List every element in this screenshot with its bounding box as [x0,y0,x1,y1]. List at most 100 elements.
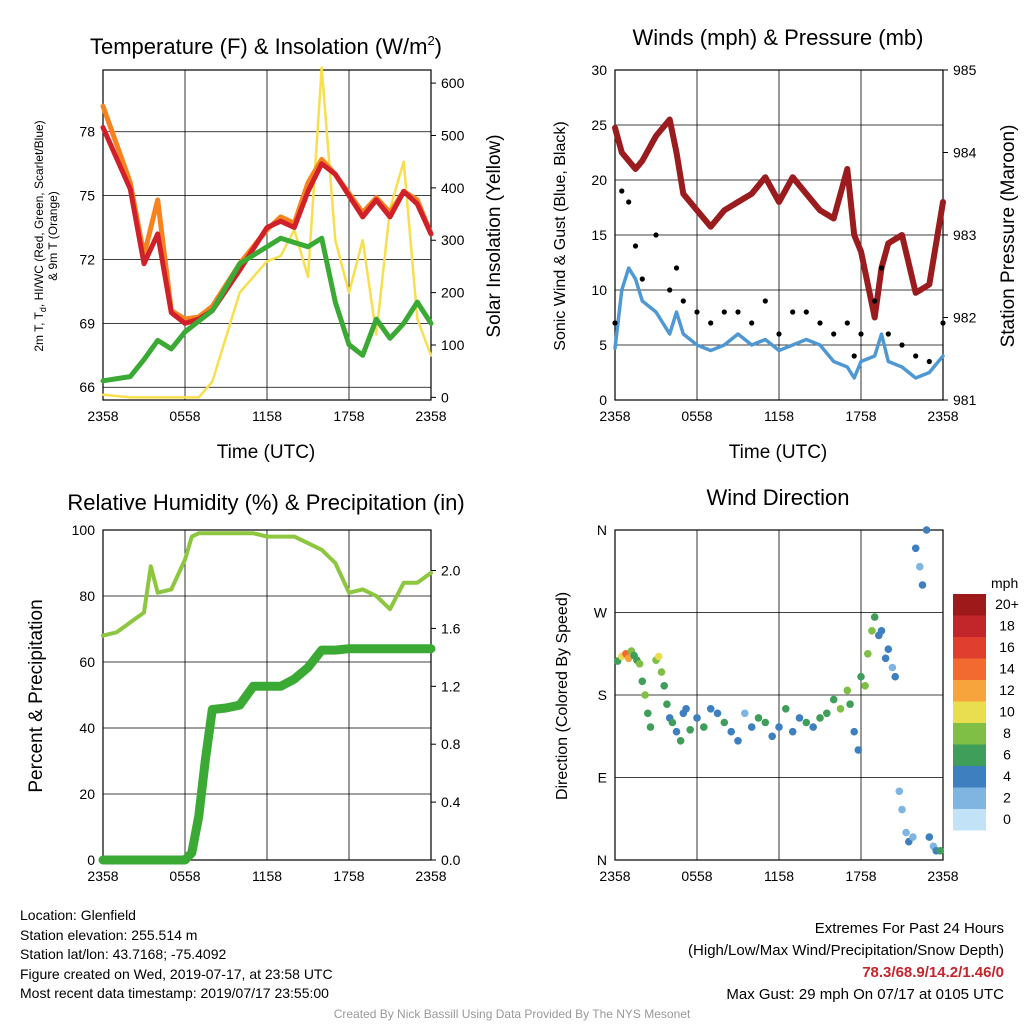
temp-x-tick-label: 2358 [415,408,446,424]
legend-label: 16 [999,639,1015,655]
winds-y2-tick-label: 982 [953,310,977,326]
temp-ylabel-line1: 2m T, Td, HI/WC (Red, Green, Scarlet/Blu… [32,120,48,351]
gust-point [844,320,850,326]
temp-x-tick-label: 0558 [169,408,200,424]
wdir-ylabel: Direction (Colored By Speed) [554,592,571,800]
wind-direction-point [676,737,685,745]
rh-y-tick-label: 60 [79,654,95,670]
winds-y-tick-label: 25 [591,117,607,133]
wind-direction-point [868,627,876,635]
gust-point [721,309,727,315]
winds-y-tick-label: 30 [591,62,607,78]
wdir-legend-title: mph [991,575,1018,591]
legend-label: 10 [999,704,1015,720]
gust-point [708,320,714,326]
rh-ylabel: Percent & Precipitation [26,599,47,792]
wind-direction-point [922,526,931,534]
wind-direction-point [754,714,763,722]
rh-chart-title: Relative Humidity (%) & Precipitation (i… [67,490,464,515]
wind-direction-point [646,723,655,731]
gust-point [680,298,686,304]
winds-x-tick-label: 2358 [599,408,630,424]
wind-direction-point [909,833,917,841]
wind-direction-point [795,714,804,722]
legend-swatch [953,658,986,680]
rh-y-tick-label: 100 [72,522,96,538]
wind-direction-point [809,723,817,731]
winds-x-tick-label: 0558 [681,408,712,424]
station-elevation: Station elevation: 255.514 m [20,926,198,943]
wdir-chart-title: Wind Direction [706,485,849,510]
winds-ylabel: Sonic Wind & Gust (Blue, Black) [552,121,569,350]
legend-label: 6 [1003,747,1011,763]
rh-plot-frame [102,529,432,861]
wind-direction-point [888,663,897,672]
wind-direction-point [936,847,945,855]
wind-direction-point [638,677,647,686]
wind-direction-point [747,723,756,731]
rh-y2-tick-label: 1.2 [441,678,461,694]
wind-direction-point [775,723,783,731]
legend-swatch [953,615,986,637]
relative-humidity-line [101,531,433,638]
gust-point [872,298,878,304]
legend-swatch [953,594,986,616]
gust-point [831,331,837,337]
rh-precip-chart: 2358 0558 1158 1758 23580204060801000.00.40.… [72,522,461,884]
gust-point [735,309,741,315]
gust-point [632,243,639,249]
gust-point [673,265,680,271]
legend-label: 0 [1003,811,1011,827]
winds-plot-frame [614,69,944,401]
rh-x-tick-label: 0558 [169,868,200,884]
station-info: Location: Glenfield Station elevation: 2… [20,906,333,1004]
wind-direction-point [663,700,671,708]
rh-y2-tick-label: 0.4 [441,794,461,810]
rh-y2-tick-label: 2.0 [441,563,461,579]
wind-direction-point [782,705,790,713]
winds-y2-tick-label: 981 [953,392,977,408]
temp-x-tick-label: 1758 [333,408,364,424]
wind-direction-point [895,787,904,796]
gust-point [776,331,782,337]
temp-y2label: Solar Insolation (Yellow) [484,134,505,337]
wind-direction-point [741,709,749,718]
gust-point [940,320,946,326]
station-latlon: Station lat/lon: 43.7168; -75.4092 [20,946,227,962]
wind-direction-point [727,727,735,736]
wind-direction-point [720,718,729,727]
winds-y-tick-label: 5 [599,337,607,353]
sonic-wind-line [613,266,945,380]
wind-direction-point [713,709,722,718]
wind-direction-point [877,627,886,635]
gust-point [619,188,625,194]
temp-2m-line [100,125,434,326]
wind-direction-point [660,682,668,690]
legend-label: 2 [1003,790,1011,806]
wind-direction-point [668,718,677,727]
wdir-y-tick-label: S [598,687,607,703]
temp-chart-title: Temperature (F) & Insolation (W/m2) [90,33,442,59]
wind-direction-point [857,672,865,681]
winds-y2-tick-label: 985 [953,62,977,78]
legend-label: 12 [999,682,1015,698]
wdir-y-tick-label: E [598,770,607,786]
rh-y2-tick-label: 0.0 [441,852,461,868]
legend-label: 8 [1003,725,1011,741]
legend-swatch [953,701,986,723]
temp-y-tick-label: 69 [79,315,95,331]
wind-direction-point [768,732,776,741]
winds-chart-title: Winds (mph) & Pressure (mb) [633,25,924,50]
winds-y-tick-label: 10 [591,282,607,298]
station-location: Location: Glenfield [20,907,136,923]
gust-point [626,199,632,205]
gust-point [667,287,673,293]
figure-created: Figure created on Wed, 2019-07-17, at 23… [20,965,333,982]
gust-point [885,331,891,337]
gust-point [926,358,932,365]
wind-direction-point [881,654,890,663]
wdir-plot-frame [614,529,944,861]
temp-y2-tick-label: 300 [441,232,465,248]
wdir-x-tick-label: 1158 [764,868,794,884]
